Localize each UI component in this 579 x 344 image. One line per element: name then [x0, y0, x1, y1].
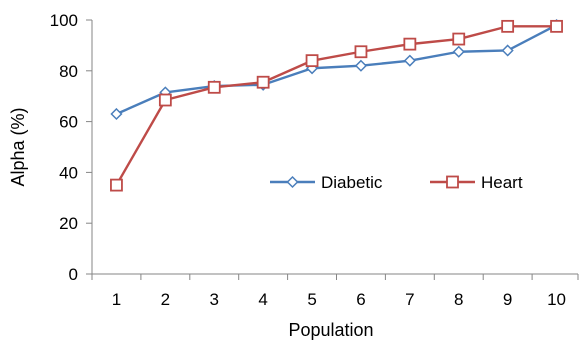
data-point-square	[550, 19, 563, 33]
data-point-square	[501, 19, 515, 33]
legend-item-heart: Heart	[430, 173, 523, 192]
data-point-square	[110, 178, 123, 192]
data-point-square	[158, 93, 172, 107]
data-point-square	[305, 54, 319, 68]
x-tick-label: 3	[210, 290, 219, 309]
data-point-diamond	[286, 175, 299, 189]
y-tick-label: 0	[69, 265, 78, 284]
data-point-diamond	[403, 54, 416, 67]
x-tick-label: 5	[307, 290, 316, 309]
x-tick-label: 2	[161, 290, 170, 309]
y-tick-label: 100	[50, 11, 78, 30]
y-tick-label: 40	[59, 163, 78, 182]
series-diabetic	[110, 19, 563, 121]
legend-label: Heart	[481, 173, 523, 192]
legend-item-diabetic: Diabetic	[270, 173, 383, 192]
data-point-diamond	[452, 45, 465, 58]
data-point-diamond	[354, 59, 368, 72]
series-line-heart	[115, 25, 557, 186]
x-tick-label: 1	[112, 290, 121, 309]
series-line-diabetic	[115, 24, 558, 116]
series-heart	[110, 19, 563, 192]
x-tick-label: 6	[356, 290, 365, 309]
data-point-square	[403, 37, 417, 51]
data-point-diamond	[501, 44, 514, 57]
x-tick-label: 9	[503, 290, 512, 309]
data-point-square	[452, 32, 466, 46]
legend: Diabetic Heart	[270, 173, 523, 192]
x-tick-label: 4	[258, 290, 267, 309]
x-axis-label: Population	[288, 320, 373, 340]
y-tick-label: 80	[59, 62, 78, 81]
axes	[91, 20, 578, 275]
x-tick-label: 8	[454, 290, 463, 309]
legend-label: Diabetic	[321, 173, 383, 192]
y-axis-ticks: 0 20 40 60 80 100	[50, 11, 92, 284]
data-point-square	[354, 45, 368, 59]
data-point-square	[207, 80, 221, 94]
y-tick-label: 60	[59, 113, 78, 132]
data-point-square	[446, 175, 459, 189]
x-tick-label: 7	[405, 290, 414, 309]
x-axis-ticks: 1 2 3 4 5 6 7 8 9 10	[91, 274, 579, 309]
x-tick-label: 10	[547, 290, 566, 309]
data-point-diamond	[110, 107, 123, 121]
data-point-square	[256, 75, 270, 89]
y-axis-label: Alpha (%)	[8, 107, 28, 186]
y-tick-label: 20	[59, 214, 78, 233]
series-layer	[110, 19, 563, 192]
